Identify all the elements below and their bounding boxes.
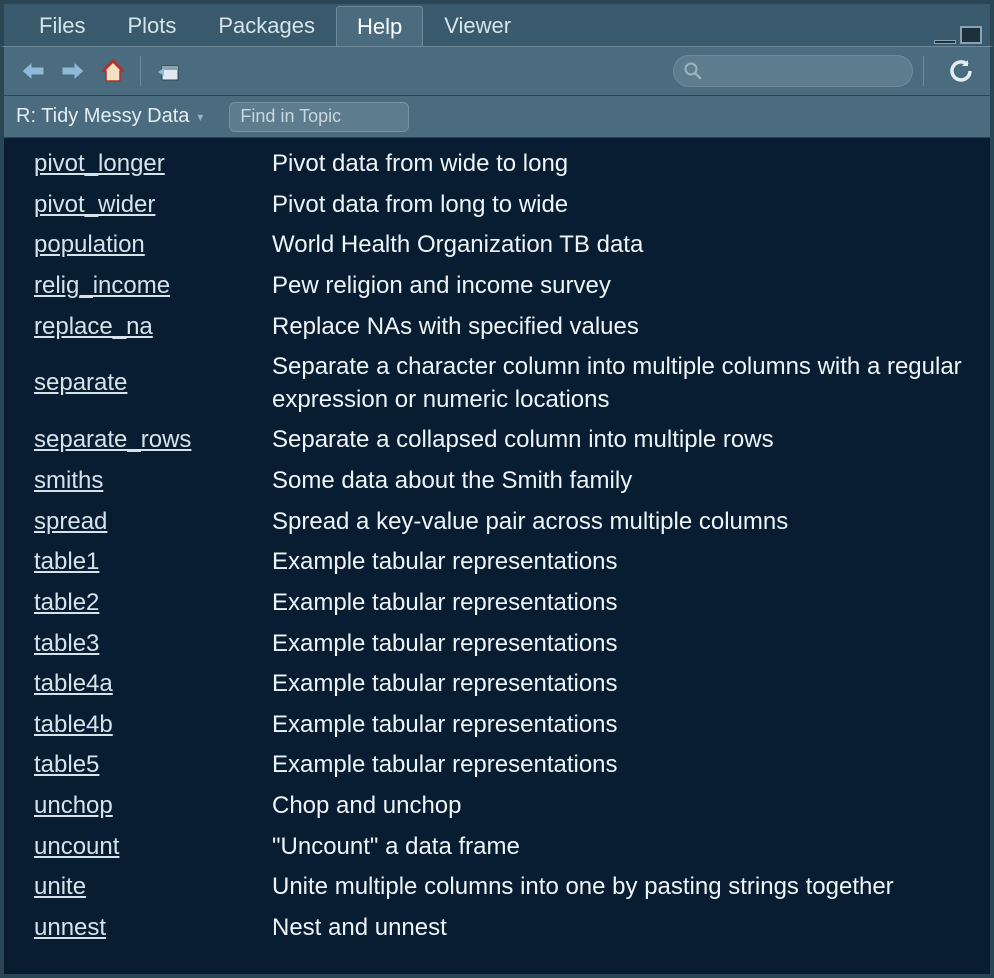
search-icon bbox=[684, 62, 702, 80]
tab-plots[interactable]: Plots bbox=[106, 6, 197, 46]
help-function-desc: Pew religion and income survey bbox=[272, 270, 966, 303]
help-entry: relig_incomePew religion and income surv… bbox=[34, 266, 966, 307]
help-function-desc: Spread a key-value pair across multiple … bbox=[272, 506, 966, 539]
home-icon bbox=[100, 59, 126, 83]
help-function-link[interactable]: uncount bbox=[34, 831, 272, 864]
help-search[interactable] bbox=[673, 55, 913, 87]
help-entry: uncount"Uncount" a data frame bbox=[34, 827, 966, 868]
help-function-desc: Example tabular representations bbox=[272, 749, 966, 782]
arrow-left-icon bbox=[20, 60, 46, 82]
help-content[interactable]: pivot_longerPivot data from wide to long… bbox=[4, 138, 990, 974]
help-function-link[interactable]: table4a bbox=[34, 668, 272, 701]
refresh-button[interactable] bbox=[944, 54, 978, 88]
help-content-wrap: pivot_longerPivot data from wide to long… bbox=[0, 138, 994, 978]
help-function-link[interactable]: table2 bbox=[34, 587, 272, 620]
help-entry: populationWorld Health Organization TB d… bbox=[34, 225, 966, 266]
tab-viewer[interactable]: Viewer bbox=[423, 6, 532, 46]
help-breadcrumb-bar: R: Tidy Messy Data ▾ bbox=[0, 96, 994, 138]
help-function-desc: Example tabular representations bbox=[272, 587, 966, 620]
help-function-desc: Nest and unnest bbox=[272, 912, 966, 945]
help-function-desc: Chop and unchop bbox=[272, 790, 966, 823]
tab-packages[interactable]: Packages bbox=[197, 6, 336, 46]
help-function-link[interactable]: table1 bbox=[34, 546, 272, 579]
help-entry: pivot_widerPivot data from long to wide bbox=[34, 185, 966, 226]
help-entry: spreadSpread a key-value pair across mul… bbox=[34, 502, 966, 543]
help-function-link[interactable]: population bbox=[34, 229, 272, 262]
help-entry: separate_rowsSeparate a collapsed column… bbox=[34, 420, 966, 461]
forward-button[interactable] bbox=[56, 54, 90, 88]
tab-files[interactable]: Files bbox=[18, 6, 106, 46]
help-search-input[interactable] bbox=[708, 62, 902, 80]
help-entry: replace_naReplace NAs with specified val… bbox=[34, 307, 966, 348]
help-function-link[interactable]: spread bbox=[34, 506, 272, 539]
help-entry: pivot_longerPivot data from wide to long bbox=[34, 144, 966, 185]
chevron-down-icon: ▾ bbox=[197, 110, 203, 124]
help-function-desc: Pivot data from wide to long bbox=[272, 148, 966, 181]
help-function-link[interactable]: pivot_wider bbox=[34, 189, 272, 222]
help-function-link[interactable]: unchop bbox=[34, 790, 272, 823]
toolbar-separator-2 bbox=[923, 56, 924, 86]
window-controls bbox=[934, 26, 982, 46]
help-function-desc: Replace NAs with specified values bbox=[272, 311, 966, 344]
help-entry: separateSeparate a character column into… bbox=[34, 347, 966, 420]
help-function-link[interactable]: unite bbox=[34, 871, 272, 904]
help-function-desc: World Health Organization TB data bbox=[272, 229, 966, 262]
maximize-icon[interactable] bbox=[960, 26, 982, 44]
home-button[interactable] bbox=[96, 54, 130, 88]
help-topic-dropdown[interactable]: R: Tidy Messy Data ▾ bbox=[16, 105, 203, 128]
help-entry: table4bExample tabular representations bbox=[34, 705, 966, 746]
help-function-desc: Some data about the Smith family bbox=[272, 465, 966, 498]
toolbar-separator bbox=[140, 56, 141, 86]
help-function-link[interactable]: table3 bbox=[34, 628, 272, 661]
help-function-link[interactable]: smiths bbox=[34, 465, 272, 498]
help-function-link[interactable]: relig_income bbox=[34, 270, 272, 303]
help-function-desc: Example tabular representations bbox=[272, 709, 966, 742]
help-function-link[interactable]: separate_rows bbox=[34, 424, 272, 457]
help-entry: unchopChop and unchop bbox=[34, 786, 966, 827]
minimize-icon[interactable] bbox=[934, 40, 956, 44]
pane-tabs: Files Plots Packages Help Viewer bbox=[0, 0, 994, 46]
help-function-link[interactable]: table4b bbox=[34, 709, 272, 742]
help-entry: table2Example tabular representations bbox=[34, 583, 966, 624]
help-function-desc: Pivot data from long to wide bbox=[272, 189, 966, 222]
help-entry: table1Example tabular representations bbox=[34, 542, 966, 583]
help-function-link[interactable]: unnest bbox=[34, 912, 272, 945]
help-toolbar bbox=[0, 46, 994, 96]
popout-icon bbox=[156, 60, 180, 82]
help-function-desc: "Uncount" a data frame bbox=[272, 831, 966, 864]
help-entry: table5Example tabular representations bbox=[34, 745, 966, 786]
help-entry: table3Example tabular representations bbox=[34, 624, 966, 665]
help-function-desc: Separate a character column into multipl… bbox=[272, 351, 966, 416]
help-entry: unnestNest and unnest bbox=[34, 908, 966, 949]
open-new-window-button[interactable] bbox=[151, 54, 185, 88]
help-topic-label: R: Tidy Messy Data bbox=[16, 105, 189, 128]
refresh-icon bbox=[948, 58, 974, 84]
help-function-desc: Separate a collapsed column into multipl… bbox=[272, 424, 966, 457]
help-entry: table4aExample tabular representations bbox=[34, 664, 966, 705]
help-function-desc: Unite multiple columns into one by pasti… bbox=[272, 871, 966, 904]
help-function-desc: Example tabular representations bbox=[272, 628, 966, 661]
help-entry: uniteUnite multiple columns into one by … bbox=[34, 867, 966, 908]
help-function-desc: Example tabular representations bbox=[272, 546, 966, 579]
help-function-link[interactable]: pivot_longer bbox=[34, 148, 272, 181]
help-function-link[interactable]: separate bbox=[34, 367, 272, 400]
help-function-desc: Example tabular representations bbox=[272, 668, 966, 701]
help-function-link[interactable]: table5 bbox=[34, 749, 272, 782]
tab-help[interactable]: Help bbox=[336, 6, 423, 46]
arrow-right-icon bbox=[60, 60, 86, 82]
help-entry: smithsSome data about the Smith family bbox=[34, 461, 966, 502]
back-button[interactable] bbox=[16, 54, 50, 88]
find-in-topic-input[interactable] bbox=[229, 102, 409, 132]
help-function-link[interactable]: replace_na bbox=[34, 311, 272, 344]
